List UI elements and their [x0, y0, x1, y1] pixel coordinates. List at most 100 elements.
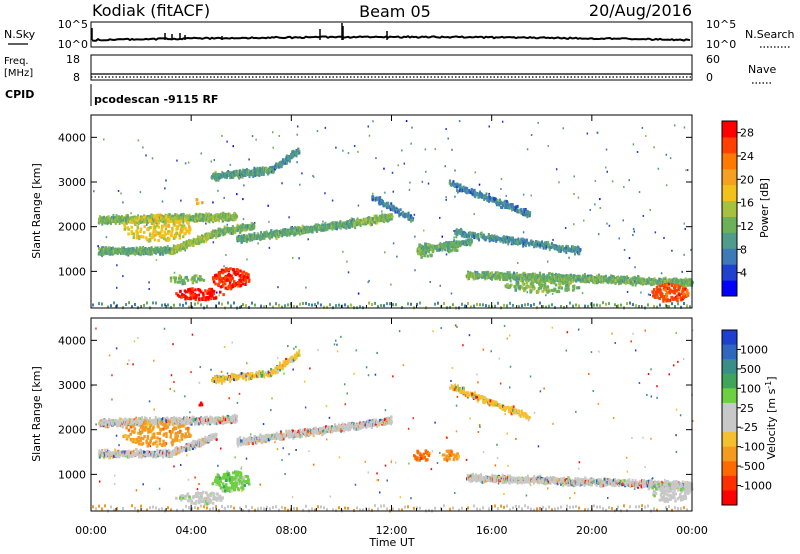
scatter-cell — [245, 304, 247, 308]
noise-cell — [681, 270, 683, 273]
echo-cell — [515, 206, 518, 210]
echo-cell — [559, 248, 562, 252]
echo-cell — [230, 231, 233, 235]
noise-cell — [242, 198, 244, 201]
noise-cell — [594, 179, 597, 182]
noise-cell — [184, 162, 187, 165]
scatter-cell — [407, 302, 409, 306]
echo-cell — [480, 193, 483, 197]
echo-cell — [469, 231, 472, 235]
echo-cell — [136, 216, 139, 220]
echo-cell — [572, 245, 575, 249]
echo-cell — [548, 245, 551, 249]
echo-cell — [526, 215, 529, 219]
echo-cell — [351, 224, 354, 228]
scatter-cell — [161, 303, 163, 307]
echo-cell — [522, 244, 525, 248]
noise-cell — [516, 262, 519, 265]
echo-cell — [472, 277, 475, 281]
noise-cell — [665, 184, 668, 187]
echo-cell — [512, 238, 515, 242]
noise-cell — [537, 121, 539, 124]
echo-cell — [514, 238, 517, 242]
scatter-cell — [512, 303, 514, 307]
echo-cell — [234, 231, 237, 235]
echo-cell — [228, 214, 231, 218]
echo-cell — [524, 243, 527, 247]
noise-cell — [427, 182, 430, 185]
noise-cell — [397, 164, 399, 167]
echo-cell — [502, 235, 505, 239]
echo-cell — [297, 147, 300, 151]
noise-cell — [434, 148, 437, 151]
echo-cell — [513, 205, 516, 209]
echo-cell — [276, 232, 279, 236]
echo-cell — [246, 239, 249, 243]
echo-cell — [141, 246, 144, 250]
noise-cell — [357, 150, 359, 153]
noise-cell — [298, 257, 300, 260]
scatter-cell — [386, 302, 388, 306]
echo-cell — [219, 233, 222, 237]
echo-cell — [251, 236, 254, 240]
noise-cell — [454, 169, 456, 172]
echo-cell — [149, 252, 152, 256]
echo-cell — [436, 248, 439, 252]
echo-cell — [383, 220, 386, 224]
scatter-cell — [152, 301, 154, 305]
scatter-cell — [629, 301, 631, 305]
scatter-cell — [368, 301, 370, 305]
scatter-cell — [347, 305, 349, 309]
power-data-layer — [92, 120, 694, 310]
echo-cell — [102, 247, 105, 251]
noise-cell — [409, 181, 411, 184]
echo-cell — [175, 250, 178, 254]
noise-cell — [597, 233, 600, 236]
scatter-cell — [296, 305, 298, 309]
echo-cell — [139, 246, 142, 250]
echo-cell — [501, 204, 504, 208]
scatter-cell — [530, 304, 532, 308]
echo-cell — [275, 236, 278, 240]
echo-cell — [120, 215, 123, 219]
echo-cell — [456, 190, 459, 194]
echo-cell — [488, 193, 491, 197]
scatter-cell — [191, 305, 193, 309]
echo-cell — [518, 208, 521, 212]
echo-cell — [502, 240, 505, 244]
scatter-cell — [518, 305, 520, 309]
noise-cell — [608, 224, 611, 227]
noise-cell — [268, 220, 270, 223]
echo-cell — [460, 228, 463, 232]
echo-cell — [505, 203, 508, 207]
echo-cell — [125, 252, 128, 256]
noise-cell — [501, 120, 504, 123]
echo-cell — [223, 172, 226, 176]
echo-cell — [495, 239, 498, 243]
echo-cell — [151, 250, 154, 254]
noise-cell — [296, 133, 298, 136]
noise-cell — [626, 290, 629, 293]
echo-cell — [248, 227, 251, 231]
noise-cell — [120, 192, 122, 195]
echo-cell — [240, 170, 243, 174]
echo-cell — [276, 230, 279, 234]
noise-cell — [458, 120, 461, 123]
echo-cell — [110, 216, 113, 220]
scatter-cell — [218, 301, 220, 305]
noise-cell — [390, 283, 392, 286]
noise-cell — [384, 191, 386, 194]
echo-cell — [459, 230, 462, 234]
echo-cell — [333, 225, 336, 229]
echo-cell — [238, 175, 241, 179]
echo-cell — [229, 176, 232, 180]
echo-cell — [195, 239, 198, 243]
echo-cell — [353, 223, 356, 227]
echo-cell — [463, 235, 466, 239]
scatter-cell — [260, 304, 262, 308]
echo-cell — [202, 219, 205, 223]
scatter-cell — [107, 305, 109, 309]
echo-cell — [137, 248, 140, 252]
echo-cell — [188, 238, 191, 242]
noise-cell — [594, 203, 596, 206]
